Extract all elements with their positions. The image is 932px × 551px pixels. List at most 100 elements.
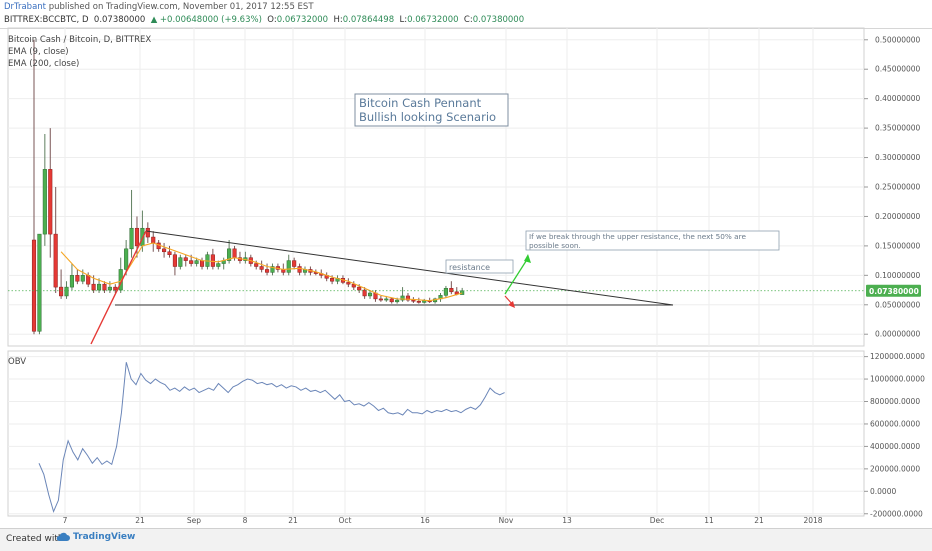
candle-body	[292, 260, 297, 267]
x-tick-label: Dec	[650, 516, 665, 525]
candle-body	[265, 269, 270, 273]
legend-title: Bitcoin Cash / Bitcoin, D, BITTREX	[8, 35, 152, 45]
x-tick-label: Nov	[499, 516, 514, 525]
price-tick-label: 0.15000000	[875, 241, 921, 250]
bullish-arrow	[504, 257, 529, 295]
price-tick-label: 0.20000000	[875, 212, 921, 221]
open-value: 0.06732000	[276, 15, 329, 25]
candle-body	[378, 298, 383, 301]
price-tick-label: 0.10000000	[875, 271, 921, 280]
candle-body	[416, 300, 421, 303]
candle-body	[357, 286, 362, 291]
candle-body	[129, 227, 134, 250]
candle-body	[232, 248, 237, 258]
candle-body	[134, 227, 140, 247]
candle-body	[102, 283, 107, 291]
legend-ema200: EMA (200, close)	[8, 59, 80, 69]
candle-body	[113, 286, 118, 291]
x-tick-label: 7	[63, 516, 68, 525]
price-tick-label: 0.00000000	[875, 330, 921, 339]
title-annotation-line2: Bullish looking Scenario	[359, 110, 496, 124]
candle-body	[48, 169, 53, 235]
note-annotation-box	[525, 230, 780, 251]
published-text: published on TradingView.com, November 0…	[48, 2, 314, 12]
obv-line	[38, 362, 505, 513]
candle-body	[330, 278, 335, 282]
candle-body	[389, 298, 394, 303]
price-badge-label: 0.07380000	[869, 287, 919, 296]
candle-body	[183, 257, 188, 261]
candle-body	[346, 282, 351, 285]
x-tick-label: Sep	[187, 516, 201, 525]
low-value: 0.06732000	[407, 15, 459, 25]
close-label: C:	[463, 15, 473, 25]
candle-body	[199, 260, 205, 267]
candle-body	[107, 286, 112, 291]
obv-tick-label: 1200000.0000	[870, 352, 925, 361]
author-link[interactable]: DrTrabant	[4, 2, 47, 12]
bullish-arrowhead	[524, 254, 531, 263]
high-value: 0.07864498	[342, 15, 395, 25]
x-tick-label: 16	[420, 516, 430, 525]
resistance-label-box	[445, 259, 514, 274]
price-tick-label: 0.05000000	[875, 300, 921, 309]
upper-trendline	[145, 230, 674, 306]
x-tick-label: Oct	[339, 516, 352, 525]
obv-tick-label: 800000.0000	[870, 397, 920, 406]
candle-body	[96, 283, 102, 291]
candle-body	[270, 266, 275, 273]
resistance-label: resistance	[449, 263, 490, 272]
candle-body	[189, 260, 194, 264]
x-tick-label: 2018	[803, 516, 822, 525]
x-tick-label: 8	[243, 516, 248, 525]
header: DrTrabant published on TradingView.com, …	[0, 0, 932, 28]
flagpole-line	[90, 230, 147, 345]
candle-body	[216, 263, 221, 267]
candle-body	[411, 299, 416, 302]
candle-body	[124, 248, 129, 270]
candle-body	[194, 260, 199, 264]
obv-tick-label: 200000.0000	[870, 464, 920, 473]
tradingview-logo[interactable]: TradingView	[56, 532, 135, 542]
note-annotation-line1: If we break through the upper resistance…	[529, 232, 746, 241]
price-badge	[866, 284, 921, 297]
price-tick-label: 0.45000000	[875, 65, 921, 74]
note-annotation-line2: possible soon.	[529, 241, 581, 250]
candle-body	[422, 300, 427, 303]
candle-body	[210, 254, 215, 267]
x-tick-label: 21	[754, 516, 764, 525]
x-tick-label: 11	[704, 516, 714, 525]
candle-body	[449, 288, 454, 293]
ohlc-line: BITTREX:BCCBTC, D 0.07380000 ▲ +0.006480…	[4, 15, 524, 25]
candle-body	[395, 299, 400, 303]
candle-body	[167, 251, 172, 255]
price-tick-label: 0.25000000	[875, 183, 921, 192]
candle-body	[297, 266, 302, 273]
candle-body	[460, 290, 465, 295]
candle-body	[400, 295, 405, 301]
candle-body	[37, 233, 42, 332]
candle-body	[69, 275, 74, 288]
candle-body	[151, 236, 156, 244]
high-label: H:	[333, 15, 343, 25]
low-label: L:	[399, 15, 408, 25]
candle-body	[405, 295, 411, 301]
title-annotation-box	[354, 93, 509, 127]
obv-label: OBV	[8, 357, 27, 367]
bearish-arrowhead	[508, 301, 515, 308]
candle-body	[64, 286, 69, 297]
price-tick-label: 0.40000000	[875, 94, 921, 103]
candle-body	[31, 239, 37, 332]
candle-body	[162, 248, 167, 253]
candle-body	[286, 260, 291, 273]
created-with-text: Created with	[6, 534, 64, 544]
candle-body	[178, 257, 183, 267]
candle-body	[53, 233, 58, 288]
open-label: O:	[267, 15, 277, 25]
candle-body	[384, 298, 389, 301]
candle-body	[172, 254, 177, 267]
candle-body	[86, 275, 91, 285]
candle-body	[254, 263, 259, 267]
x-tick-label: 21	[288, 516, 298, 525]
